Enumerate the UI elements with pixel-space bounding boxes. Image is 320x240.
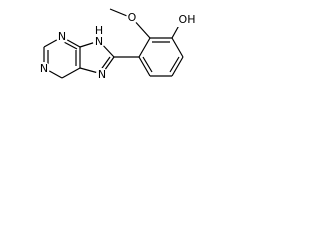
atom-label: N: [40, 62, 48, 75]
atom-label: H: [95, 24, 103, 37]
atom-label: N: [58, 30, 66, 43]
bonds: [43, 8, 184, 79]
molecule-diagram: N N N H N O OH: [38, 8, 196, 81]
atom-label: N: [98, 68, 106, 81]
atom-label: O: [128, 11, 137, 24]
atom-label: OH: [179, 13, 196, 26]
atom-label: N: [95, 35, 103, 48]
atom-labels: N N N H N O OH: [38, 11, 196, 81]
